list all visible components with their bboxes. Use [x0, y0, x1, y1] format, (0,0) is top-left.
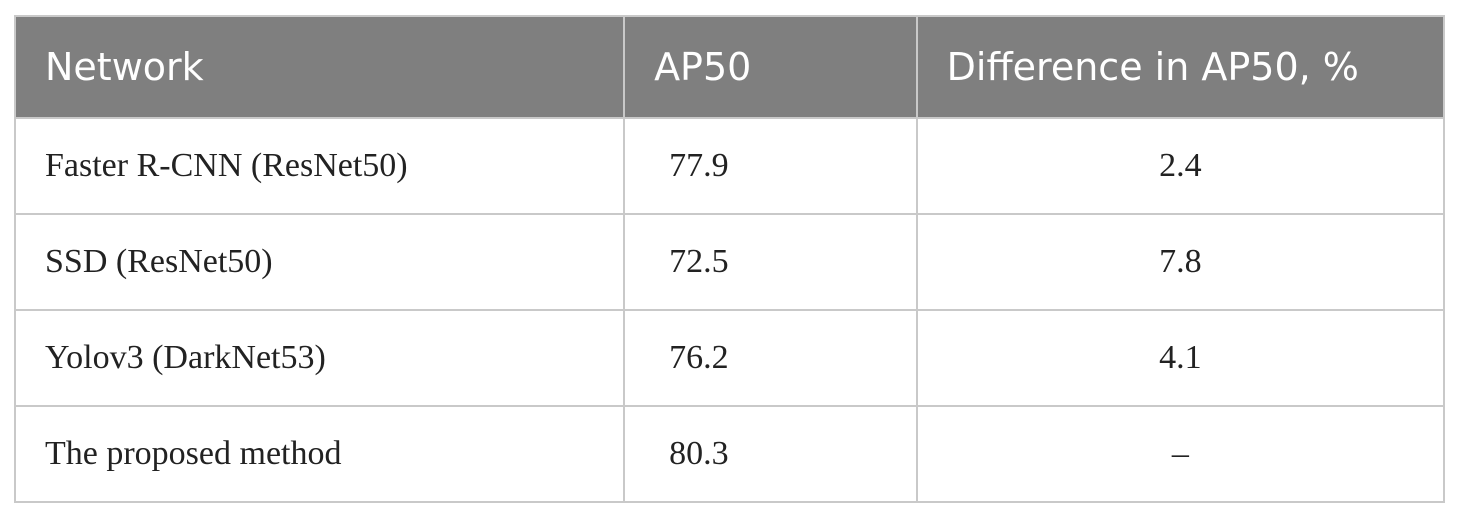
table-cell: Faster R-CNN (ResNet50)	[13, 117, 626, 215]
table-row: Yolov3 (DarkNet53) 76.2 4.1	[13, 309, 1446, 407]
table-row: SSD (ResNet50) 72.5 7.8	[13, 213, 1446, 311]
results-table: Network AP50 Difference in AP50, % Faste…	[13, 15, 1446, 503]
table-cell: 7.8	[915, 213, 1446, 311]
header-row: Network AP50 Difference in AP50, %	[13, 15, 1446, 119]
table-cell: 80.3	[623, 405, 918, 503]
table-row: The proposed method 80.3–	[13, 405, 1446, 503]
table-cell: SSD (ResNet50)	[13, 213, 626, 311]
table-cell: 77.9	[623, 117, 918, 215]
table-cell: 2.4	[915, 117, 1446, 215]
header-cell: Difference in AP50, %	[915, 15, 1446, 119]
table-cell: 76.2	[623, 309, 918, 407]
table-cell: 72.5	[623, 213, 918, 311]
table-cell: 4.1	[915, 309, 1446, 407]
table-row: Faster R-CNN (ResNet50) 77.9 2.4	[13, 117, 1446, 215]
table-body: Faster R-CNN (ResNet50) 77.9 2.4 SSD (ResNe…	[13, 117, 1446, 503]
header-cell: AP50	[623, 15, 918, 119]
table-cell: Yolov3 (DarkNet53)	[13, 309, 626, 407]
table-cell: –	[915, 405, 1446, 503]
table-cell: The proposed method	[13, 405, 626, 503]
header-cell: Network	[13, 15, 626, 119]
table-head: Network AP50 Difference in AP50, %	[13, 15, 1446, 119]
